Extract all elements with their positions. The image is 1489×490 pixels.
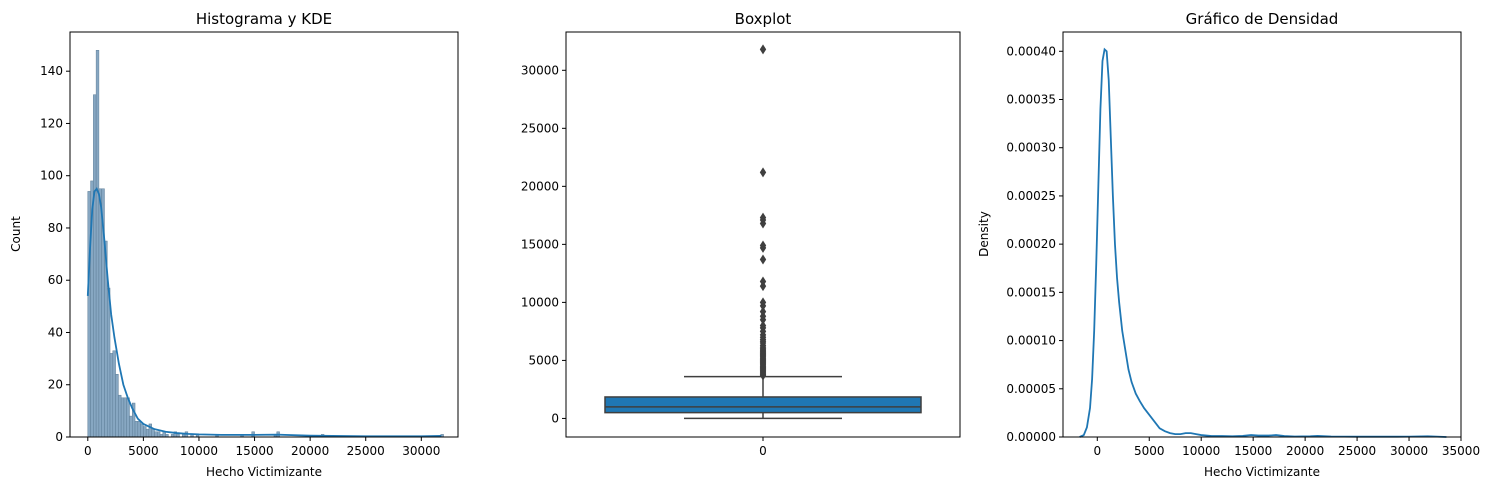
x-tick-label: 30000 <box>1390 444 1428 458</box>
histogram-bar <box>118 394 122 438</box>
density-title: Gráfico de Densidad <box>1186 10 1339 28</box>
y-tick-label: 20000 <box>521 179 559 193</box>
y-tick-label: 20 <box>48 378 63 392</box>
outlier-point <box>759 167 767 178</box>
outlier-point <box>759 320 767 331</box>
y-tick-label: 140 <box>40 64 63 78</box>
y-tick-label: 15000 <box>521 237 559 251</box>
y-tick-label: 0.00000 <box>1006 430 1056 444</box>
histogram-bar <box>154 431 158 438</box>
histogram-x-ticks: 0 5000 10000 15000 20000 25000 30000 <box>84 437 440 458</box>
density-panel: Gráfico de Densidad 0 5000 10000 15000 20000… <box>977 10 1480 479</box>
histogram-bar <box>109 353 114 438</box>
x-tick-label: 5000 <box>128 444 159 458</box>
outlier-point <box>759 306 767 317</box>
x-tick-label: 20000 <box>291 444 329 458</box>
y-tick-label: 0.00025 <box>1006 189 1056 203</box>
histogram-bar <box>126 397 130 438</box>
histogram-bar <box>87 191 91 438</box>
y-tick-label: 60 <box>48 273 63 287</box>
histogram-bar <box>143 426 147 438</box>
y-tick-label: 0.00015 <box>1006 285 1056 299</box>
x-tick-label: 10000 <box>180 444 218 458</box>
outlier-point <box>759 212 767 223</box>
y-tick-label: 120 <box>40 116 63 130</box>
y-tick-label: 80 <box>48 221 63 235</box>
histogram-bar <box>95 50 100 438</box>
x-tick-label: 25000 <box>347 444 385 458</box>
density-line <box>1079 47 1447 438</box>
histogram-bar <box>134 421 139 438</box>
x-tick-label: 10000 <box>1182 444 1220 458</box>
outlier-point <box>759 44 767 55</box>
density-xlabel: Hecho Victimizante <box>1204 465 1320 479</box>
x-tick-label: 35000 <box>1442 444 1480 458</box>
y-tick-label: 5000 <box>528 353 559 367</box>
histogram-bar <box>157 431 161 438</box>
histogram-xlabel: Hecho Victimizante <box>206 465 322 479</box>
density-y-ticks: 0.00000 0.00005 0.00010 0.00015 0.00020 0.000… <box>1006 44 1063 444</box>
y-tick-label: 25000 <box>521 121 559 135</box>
y-tick-label: 40 <box>48 325 63 339</box>
histogram-bar <box>120 397 125 438</box>
histogram-bar <box>140 423 144 438</box>
histogram-bar <box>145 428 150 438</box>
histogram-bar <box>129 415 133 438</box>
y-tick-label: 0.00035 <box>1006 93 1056 107</box>
boxplot-y-ticks: 0 5000 10000 15000 20000 25000 30000 <box>521 63 566 425</box>
histogram-panel: Histograma y KDE 0 5000 10000 15000 20000 250… <box>9 10 459 479</box>
x-tick-label: 15000 <box>235 444 273 458</box>
boxplot-title: Boxplot <box>735 10 792 28</box>
histogram-bar <box>115 374 119 438</box>
histogram-bar <box>112 350 116 438</box>
histogram-spines <box>69 31 459 438</box>
x-tick-label: 25000 <box>1338 444 1376 458</box>
y-tick-label: 0.00005 <box>1006 382 1056 396</box>
density-x-ticks: 0 5000 10000 15000 20000 25000 30000 35000 <box>1093 437 1480 458</box>
outlier-point <box>759 240 767 251</box>
y-tick-label: 10000 <box>521 295 559 309</box>
histogram-bar <box>137 421 141 438</box>
y-tick-label: 0.00020 <box>1006 237 1056 251</box>
histogram-bar <box>151 428 155 438</box>
x-tick-label: 0 <box>1093 444 1101 458</box>
density-plot-area <box>1079 47 1447 438</box>
y-tick-label: 0.00040 <box>1006 44 1056 58</box>
x-tick-label: 0 <box>759 444 767 458</box>
histogram-title: Histograma y KDE <box>196 10 332 28</box>
boxplot-spines <box>565 31 961 438</box>
y-tick-label: 0.00030 <box>1006 141 1056 155</box>
histogram-bar <box>106 287 111 438</box>
y-tick-label: 0.00010 <box>1006 334 1056 348</box>
outlier-point <box>759 297 767 308</box>
boxplot-x-ticks: 0 <box>759 437 767 458</box>
histogram-bar <box>93 94 97 438</box>
boxplot-panel: Boxplot 0 0 5000 10000 15000 20000 25000 30000 <box>521 10 961 458</box>
outlier-point <box>759 276 767 287</box>
iqr-box <box>604 396 922 414</box>
x-tick-label: 0 <box>84 444 92 458</box>
histogram-y-ticks: 0 20 40 60 80 100 120 140 <box>40 64 70 444</box>
density-ylabel: Density <box>977 211 991 257</box>
density-spines <box>1062 31 1462 438</box>
boxplot-plot-area <box>604 44 922 420</box>
y-tick-label: 0 <box>55 430 63 444</box>
y-tick-label: 100 <box>40 169 63 183</box>
x-tick-label: 20000 <box>1286 444 1324 458</box>
histogram-ylabel: Count <box>9 216 23 252</box>
histogram-bar <box>98 188 102 438</box>
histogram-bar <box>123 397 127 438</box>
x-tick-label: 30000 <box>402 444 440 458</box>
histogram-plot-area <box>86 50 444 438</box>
x-tick-label: 15000 <box>1234 444 1272 458</box>
outlier-point <box>759 254 767 265</box>
x-tick-label: 5000 <box>1134 444 1165 458</box>
y-tick-label: 0 <box>551 411 559 425</box>
y-tick-label: 30000 <box>521 63 559 77</box>
kde-line <box>86 187 442 438</box>
